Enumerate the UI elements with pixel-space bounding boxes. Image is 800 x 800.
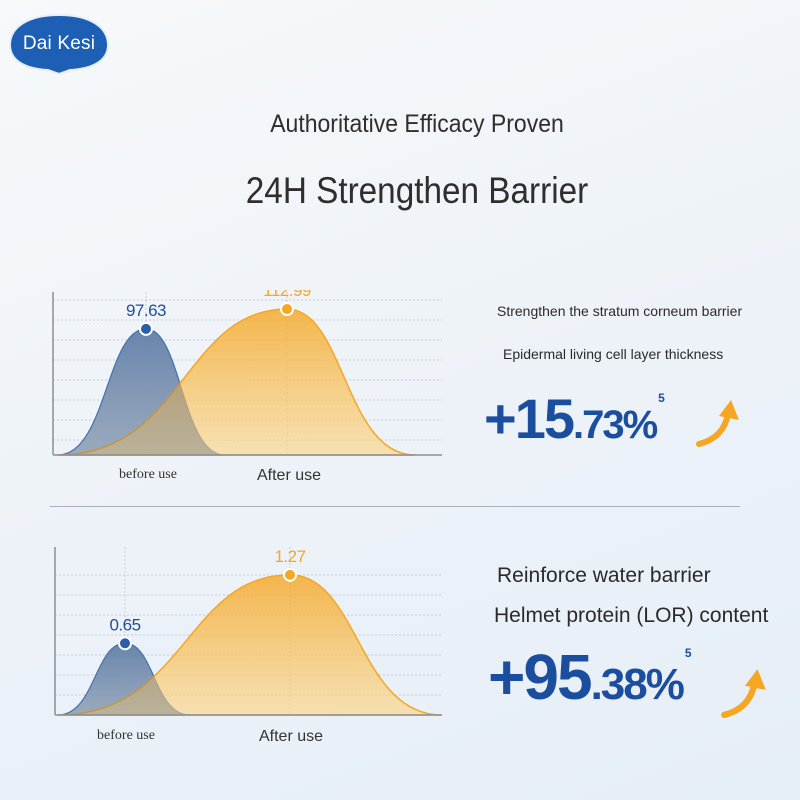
panel2-description-2: Helmet protein (LOR) content (494, 604, 769, 627)
chart-lor-content: 0.65 1.27 (40, 545, 460, 720)
section-divider (50, 506, 740, 507)
point-before-use (139, 321, 153, 336)
panel2-stat: +95.38%5 (488, 640, 692, 714)
arrow-up-icon (721, 669, 766, 719)
data-label-after-use: 1.27 (274, 547, 305, 566)
area-overlap (58, 328, 225, 455)
brand-logo: Dai Kesi (8, 13, 110, 75)
chart-thickness-label-after: After use (256, 467, 322, 484)
data-label-before-use: 0.65 (109, 615, 140, 634)
chart-thickness-label-before: before use (119, 467, 177, 482)
point-before-use (118, 636, 132, 651)
panel1-stat-integer: +15 (484, 387, 575, 450)
area-overlap (58, 643, 190, 715)
data-label-before-use: 97.63 (126, 301, 166, 320)
panel2-stat-integer: +95 (488, 641, 593, 713)
panel1-stat-decimal: .73% (573, 403, 658, 447)
chart-lor-content-svg: 0.65 1.27 (54, 547, 443, 716)
panel1-stat: +15.73%5 (484, 386, 665, 451)
chart-lor-label-before: before use (97, 728, 155, 743)
chart-thickness-svg: 97.63 112.99 (52, 290, 442, 456)
point-after-use (283, 567, 297, 582)
logo-badge-shape (8, 13, 110, 75)
arrow-up-icon (696, 400, 739, 447)
panel2-description-1: Reinforce water barrier (497, 564, 711, 587)
page-subtitle: Authoritative Efficacy Proven (270, 110, 564, 138)
panel2-stat-footnote: 5 (684, 646, 692, 660)
panel2-stat-decimal: .38% (590, 660, 685, 709)
point-after-use (280, 302, 294, 317)
chart-lor-label-after: After use (258, 728, 324, 745)
page-title: 24H Strengthen Barrier (245, 170, 589, 211)
data-label-after-use: 112.99 (263, 290, 311, 300)
panel1-stat-footnote: 5 (658, 391, 665, 405)
panel1-description-1: Strengthen the stratum corneum barrier (497, 303, 743, 319)
panel1-description-2: Epidermal living cell layer thickness (503, 346, 724, 362)
chart-thickness: 97.63 112.99 (40, 290, 460, 465)
logo-text: Dai Kesi (22, 33, 96, 54)
